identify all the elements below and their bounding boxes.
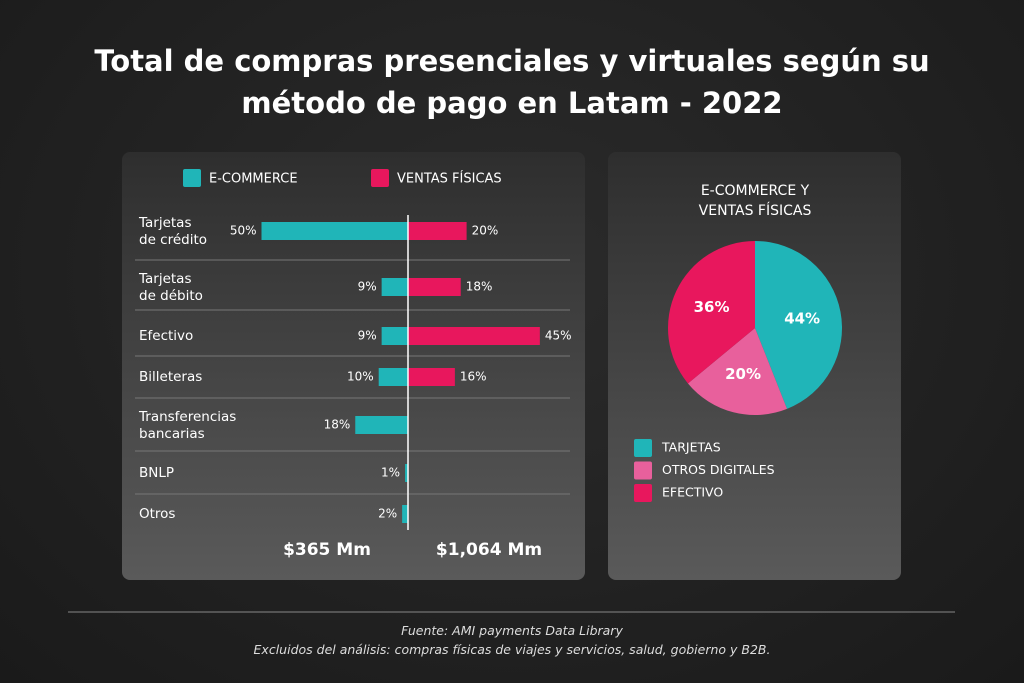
pie-slice [687, 328, 788, 416]
value-label: 9% [358, 329, 377, 343]
legend-swatch [183, 169, 201, 187]
slice-label: 20% [725, 365, 761, 383]
category-label: Tarjetas de crédito [138, 215, 207, 248]
pie-slice [668, 241, 755, 384]
total-label: $1,064 Mm [436, 540, 542, 560]
bar [402, 505, 408, 523]
category-label: BNLP [139, 465, 174, 481]
legend-label: EFECTIVO [662, 485, 723, 500]
pie-title: E-COMMERCE Y VENTAS FÍSICAS [699, 183, 812, 219]
title: Total de compras presenciales y virtuale… [94, 44, 930, 120]
bar [378, 368, 408, 386]
legend-label: E-COMMERCE [209, 172, 298, 187]
value-label: 18% [324, 418, 351, 432]
bar [355, 416, 408, 434]
legend-swatch [371, 169, 389, 187]
legend-swatch [634, 461, 652, 480]
category-label: Efectivo [139, 328, 193, 344]
bar [381, 327, 408, 345]
note: Excluidos del análisis: compras físicas … [253, 642, 771, 657]
bar [408, 368, 455, 386]
bar [405, 464, 408, 482]
legend-swatch [634, 484, 652, 502]
source: Fuente: AMI payments Data Library [401, 623, 623, 638]
category-label: Otros [139, 506, 175, 522]
legend-label: VENTAS FÍSICAS [397, 171, 502, 187]
legend-label: TARJETAS [661, 440, 721, 455]
bar [408, 327, 540, 345]
bar [408, 278, 461, 296]
value-label: 2% [378, 507, 397, 521]
legend-label: OTROS DIGITALES [662, 462, 775, 477]
value-label: 50% [230, 224, 257, 238]
value-label: 20% [472, 224, 499, 238]
bar [381, 278, 408, 296]
pie-slice [755, 241, 842, 409]
value-label: 18% [466, 280, 493, 294]
legend-swatch [634, 439, 652, 457]
bar [261, 222, 408, 240]
category-label: Tarjetas de débito [138, 271, 203, 304]
bar-panel [122, 152, 585, 580]
value-label: 9% [358, 280, 377, 294]
category-label: Transferencias bancarias [138, 409, 236, 442]
value-label: 45% [545, 329, 572, 343]
slice-label: 44% [784, 310, 820, 328]
category-label: Billeteras [139, 369, 202, 385]
slice-label: 36% [694, 298, 730, 316]
bar [408, 222, 467, 240]
value-label: 10% [347, 370, 374, 384]
total-label: $365 Mm [283, 540, 371, 560]
value-label: 16% [460, 370, 487, 384]
value-label: 1% [381, 466, 400, 480]
